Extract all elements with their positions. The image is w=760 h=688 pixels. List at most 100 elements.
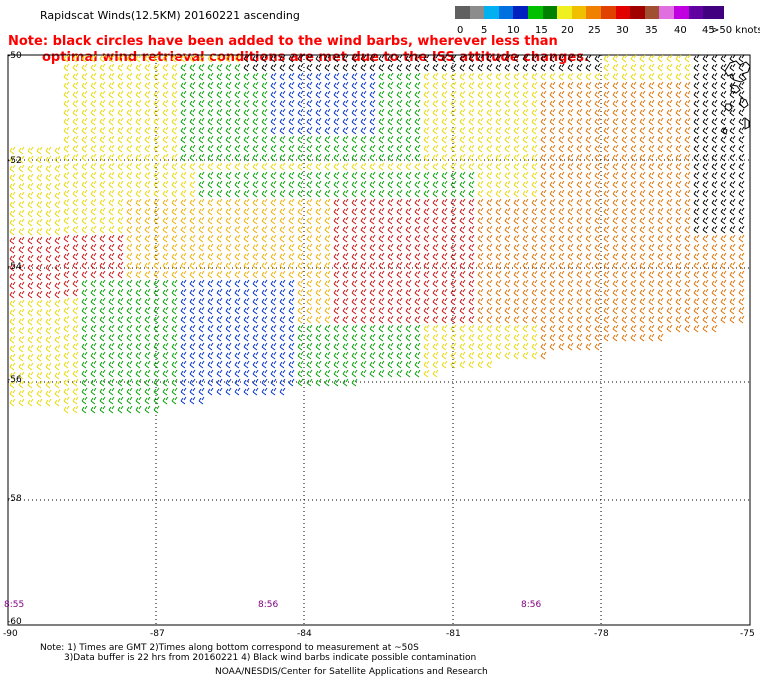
wind-barb (720, 99, 727, 108)
wind-barb (693, 117, 700, 126)
wind-barb (216, 207, 223, 216)
wind-barb (468, 243, 475, 252)
wind-barb (108, 369, 115, 378)
wind-barb (720, 153, 727, 162)
wind-barb (324, 72, 331, 81)
wind-barb (729, 207, 736, 216)
wind-barb (558, 189, 565, 198)
wind-barb (108, 342, 115, 351)
wind-barb (630, 153, 637, 162)
wind-barb (306, 216, 313, 225)
wind-barb (351, 117, 358, 126)
wind-barb (342, 108, 349, 117)
wind-barb (351, 306, 358, 315)
wind-barb (261, 189, 268, 198)
wind-barb (477, 306, 484, 315)
wind-barb (522, 261, 529, 270)
wind-barb (180, 378, 187, 387)
wind-barb (666, 306, 673, 315)
wind-barb (72, 288, 79, 297)
wind-barb (279, 126, 286, 135)
wind-barb (36, 353, 43, 362)
wind-barb (729, 306, 736, 315)
wind-barb (315, 135, 322, 144)
wind-barb (441, 54, 448, 63)
wind-barb (108, 315, 115, 324)
wind-barb (216, 315, 223, 324)
wind-barb (702, 63, 709, 72)
wind-barb (243, 306, 250, 315)
wind-barb (423, 90, 430, 99)
wind-barb (198, 306, 205, 315)
wind-barb (387, 90, 394, 99)
wind-barb (522, 216, 529, 225)
wind-barb (414, 315, 421, 324)
wind-barb (558, 180, 565, 189)
wind-barb (270, 90, 277, 99)
wind-barb (612, 234, 619, 243)
wind-barb (378, 117, 385, 126)
wind-barb (27, 164, 34, 173)
wind-barb (495, 306, 502, 315)
wind-barb (234, 378, 241, 387)
wind-barb (423, 333, 430, 342)
wind-barb (99, 72, 106, 81)
wind-barb (153, 117, 160, 126)
wind-barb (153, 261, 160, 270)
lat-label: -52 (7, 156, 22, 166)
wind-barb (630, 288, 637, 297)
wind-barb (117, 396, 124, 405)
wind-barb (108, 216, 115, 225)
wind-barb (369, 144, 376, 153)
wind-barb (378, 234, 385, 243)
wind-barb (468, 297, 475, 306)
wind-barb (495, 270, 502, 279)
wind-barb (135, 378, 142, 387)
wind-barb (549, 81, 556, 90)
wind-barb (216, 369, 223, 378)
wind-barb (702, 117, 709, 126)
wind-barb (288, 288, 295, 297)
wind-barb (513, 225, 520, 234)
wind-barb (189, 270, 196, 279)
wind-barb (81, 63, 88, 72)
wind-barb (243, 144, 250, 153)
wind-barb (441, 162, 448, 171)
wind-barb (531, 117, 538, 126)
wind-barb (261, 351, 268, 360)
wind-barb (324, 216, 331, 225)
wind-barb (306, 270, 313, 279)
wind-barb (153, 333, 160, 342)
wind-barb (288, 126, 295, 135)
wind-barb (360, 243, 367, 252)
wind-barb (288, 333, 295, 342)
wind-barb (657, 207, 664, 216)
wind-barb (108, 144, 115, 153)
wind-barb (261, 117, 268, 126)
wind-barb (549, 324, 556, 333)
wind-barb (675, 279, 682, 288)
wind-barb (72, 243, 79, 252)
wind-barb (36, 326, 43, 335)
wind-barb (477, 324, 484, 333)
wind-barb (99, 288, 106, 297)
wind-barb (711, 279, 718, 288)
wind-barb (360, 288, 367, 297)
wind-barb (45, 398, 52, 407)
wind-barb (288, 261, 295, 270)
wind-barb (540, 189, 547, 198)
wind-barb (720, 189, 727, 198)
wind-barb (342, 297, 349, 306)
wind-barb (36, 191, 43, 200)
wind-barb (333, 315, 340, 324)
wind-barb (9, 398, 16, 407)
wind-barb (360, 180, 367, 189)
wind-barb (612, 207, 619, 216)
wind-barb (639, 207, 646, 216)
wind-barb (126, 288, 133, 297)
wind-barb (252, 225, 259, 234)
wind-barb (153, 369, 160, 378)
wind-barb (558, 171, 565, 180)
wind-barb (360, 216, 367, 225)
